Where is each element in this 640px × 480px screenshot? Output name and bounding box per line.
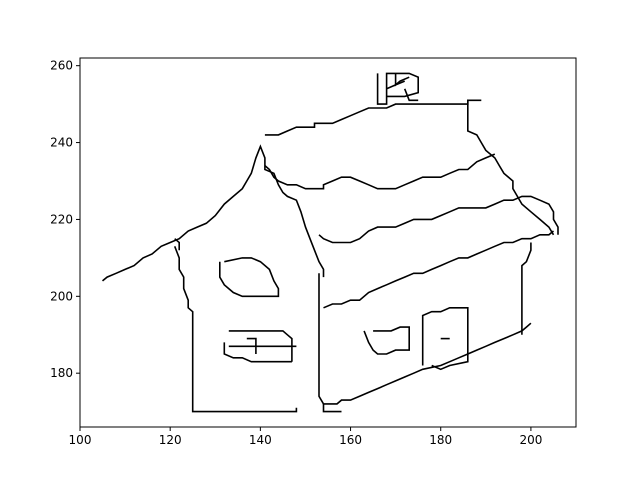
sketch-line-12 [219, 257, 280, 298]
sketch-line-7 [318, 195, 559, 244]
sketch-line-22 [403, 88, 419, 102]
sketch-line-8 [323, 230, 555, 309]
x-tick-label: 200 [519, 433, 542, 447]
sketch-line-2 [174, 238, 180, 251]
x-tick-label: 120 [159, 433, 182, 447]
sketch-line-20 [376, 72, 420, 105]
y-axis: 180 200 220 240 260 [50, 59, 80, 380]
plot-frame [79, 57, 577, 428]
sketch-line-21 [394, 73, 410, 87]
x-axis: 100 120 140 160 180 200 [69, 427, 542, 447]
y-tick-label: 260 [50, 59, 73, 73]
sketch-line-10 [521, 242, 532, 335]
x-tick-label: 180 [429, 433, 452, 447]
y-tick-label: 180 [50, 366, 73, 380]
y-tick-label: 200 [50, 289, 73, 303]
y-tick-label: 220 [50, 212, 73, 226]
sketch-line-3 [173, 246, 298, 413]
series-layer [101, 72, 559, 413]
x-tick-label: 140 [249, 433, 272, 447]
sketch-line-18 [421, 306, 469, 371]
y-tick-label: 240 [50, 136, 73, 150]
sketch-line-14 [223, 342, 292, 363]
sketch-line-5 [264, 153, 496, 190]
sketch-line-9 [318, 273, 532, 405]
sketch-line-6 [466, 100, 555, 236]
sketch-line-4 [264, 99, 482, 136]
x-tick-label: 160 [339, 433, 362, 447]
sketch-line-17 [363, 326, 411, 355]
x-tick-label: 100 [69, 433, 92, 447]
sketch-line-1 [101, 144, 325, 282]
sketch-line-11 [322, 403, 342, 413]
sketch-line-16 [246, 337, 257, 354]
